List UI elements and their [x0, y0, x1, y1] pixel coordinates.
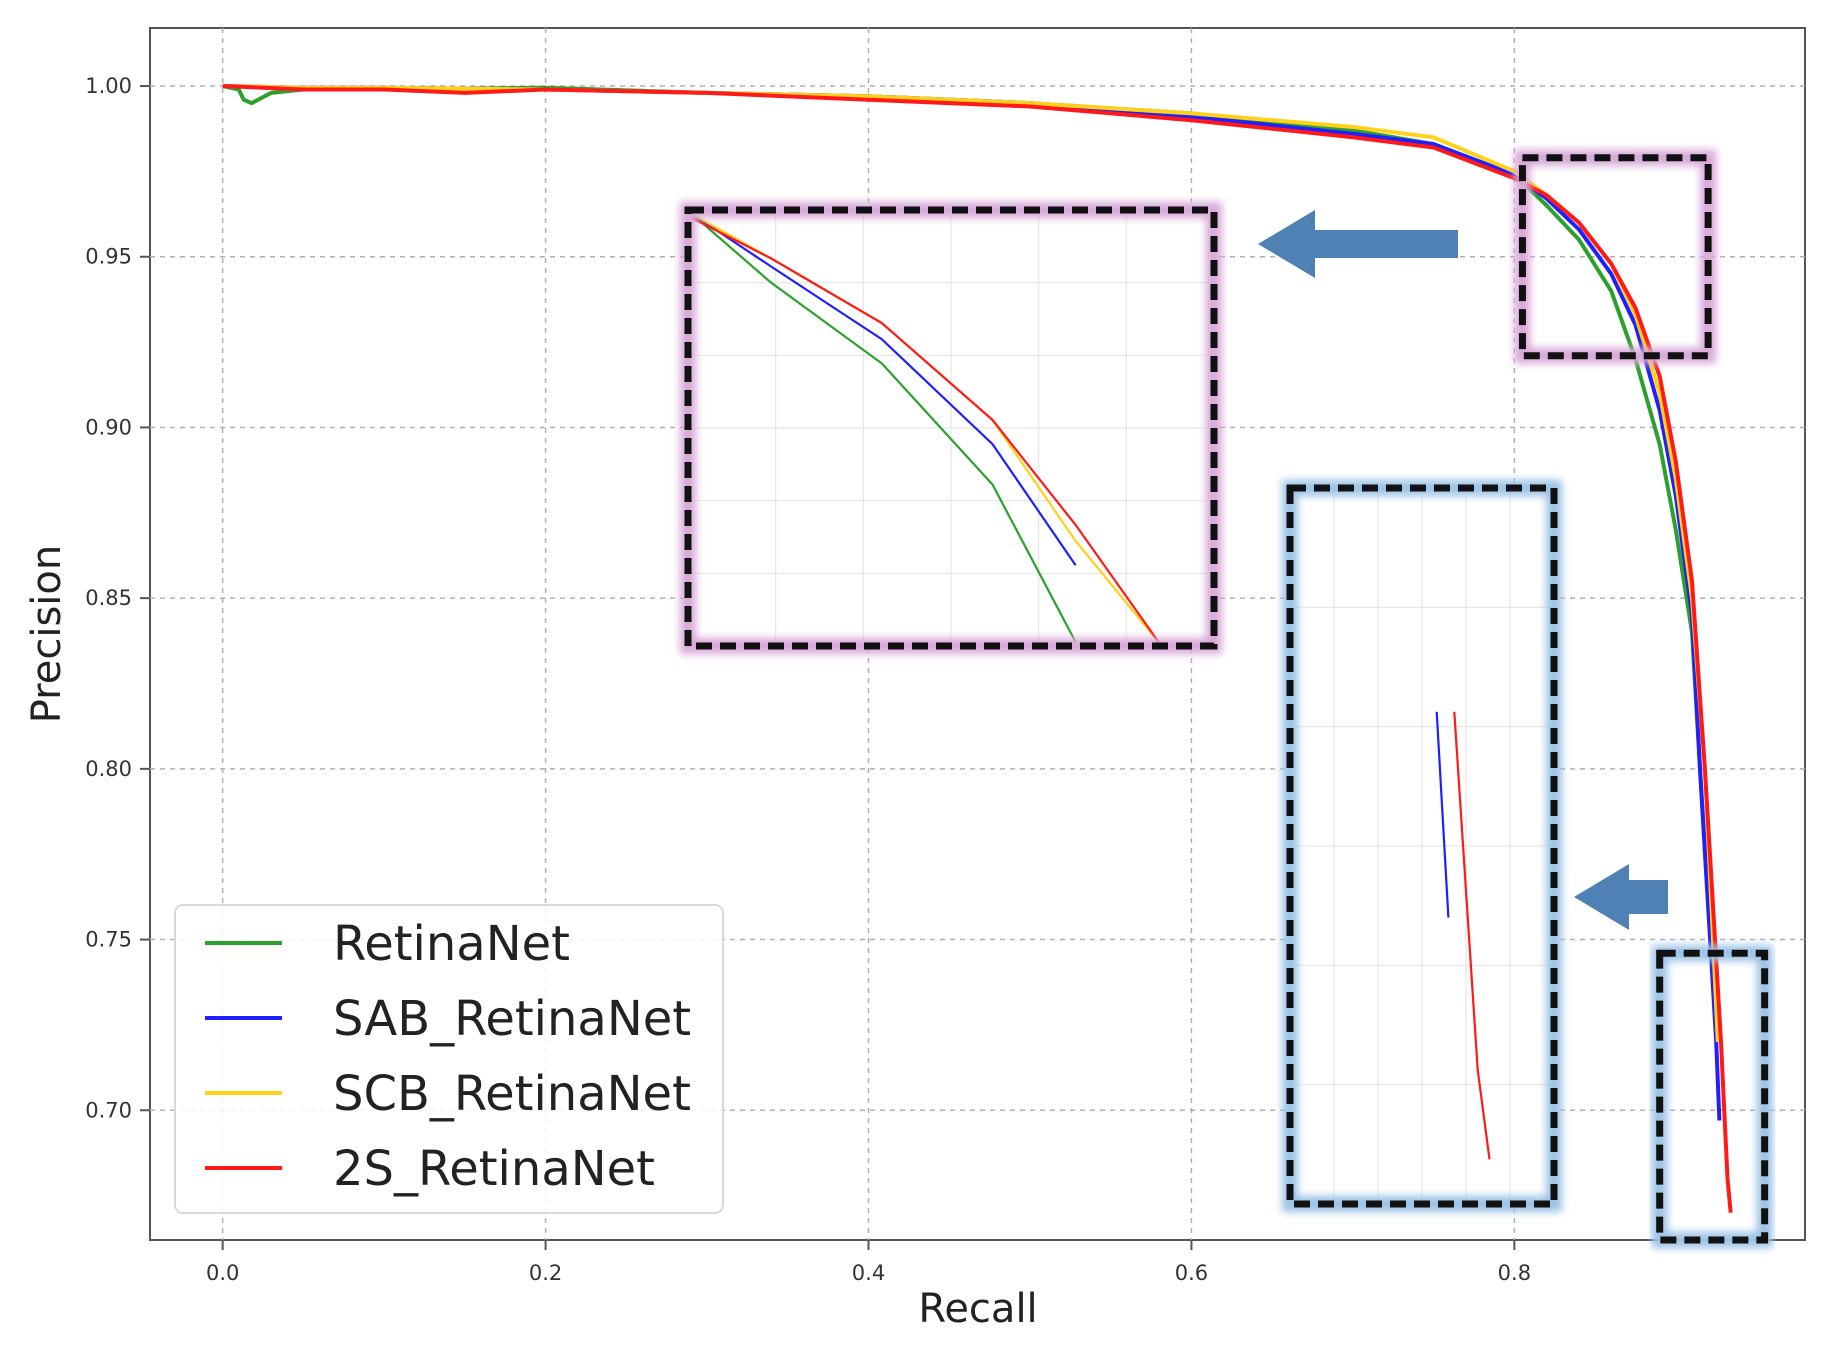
axis-ticks: 0.0 0.2 0.4 0.6 0.8 0.70 0.75 0.80 0.85 0.90 0.95 1…: [85, 74, 1531, 1285]
x-tick-label: 0.6: [1175, 1261, 1208, 1285]
upper-zoom-inset-series-line: [691, 213, 1077, 566]
upper-zoom-source-box: [1514, 149, 1717, 364]
lower-zoom-inset-series-line: [1453, 711, 1491, 1160]
lower-zoom-arrow: [1574, 864, 1668, 930]
series-lines: [222, 84, 1733, 1213]
y-tick-label: 0.95: [85, 245, 132, 269]
upper-zoom-inset-series-line: [691, 213, 1077, 643]
legend-label: RetinaNet: [333, 916, 570, 972]
x-tick-label: 0.4: [852, 1261, 885, 1285]
y-axis-label: Precision: [24, 545, 70, 723]
series-line: [222, 84, 1733, 1213]
legend-label: SCB_RetinaNet: [333, 1066, 691, 1122]
lower-zoom-inset-border: [1286, 484, 1558, 1208]
lower-zoom-inset: [1282, 480, 1562, 1212]
upper-zoom-inset-border: [684, 206, 1218, 650]
y-tick-label: 0.70: [85, 1098, 132, 1122]
upper-zoom-inset-series-line: [691, 217, 1160, 643]
legend-label: SAB_RetinaNet: [333, 991, 691, 1047]
lower-zoom-source-box-border: [1656, 949, 1769, 1244]
y-tick-label: 1.00: [85, 74, 132, 98]
y-tick-label: 0.80: [85, 757, 132, 781]
legend-label: 2S_RetinaNet: [333, 1141, 655, 1197]
upper-zoom-inset: [680, 202, 1222, 654]
lower-zoom-inset-series-line: [1435, 711, 1450, 918]
x-tick-label: 0.8: [1498, 1261, 1531, 1285]
zoom-annotations: [680, 149, 1773, 1249]
x-tick-label: 0.2: [529, 1261, 562, 1285]
upper-zoom-source-box-glow: [1514, 149, 1717, 364]
legend: RetinaNet SAB_RetinaNet SCB_RetinaNet 2S_Re…: [174, 904, 724, 1214]
upper-zoom-arrow: [1258, 210, 1458, 278]
y-tick-label: 0.90: [85, 415, 132, 439]
series-line: [222, 84, 1715, 974]
lower-zoom-source-box: [1651, 945, 1773, 1249]
x-tick-label: 0.0: [206, 1261, 239, 1285]
x-axis-label: Recall: [918, 1286, 1037, 1332]
y-tick-label: 0.85: [85, 586, 132, 610]
y-tick-label: 0.75: [85, 928, 132, 952]
legend-box: [174, 904, 724, 1214]
